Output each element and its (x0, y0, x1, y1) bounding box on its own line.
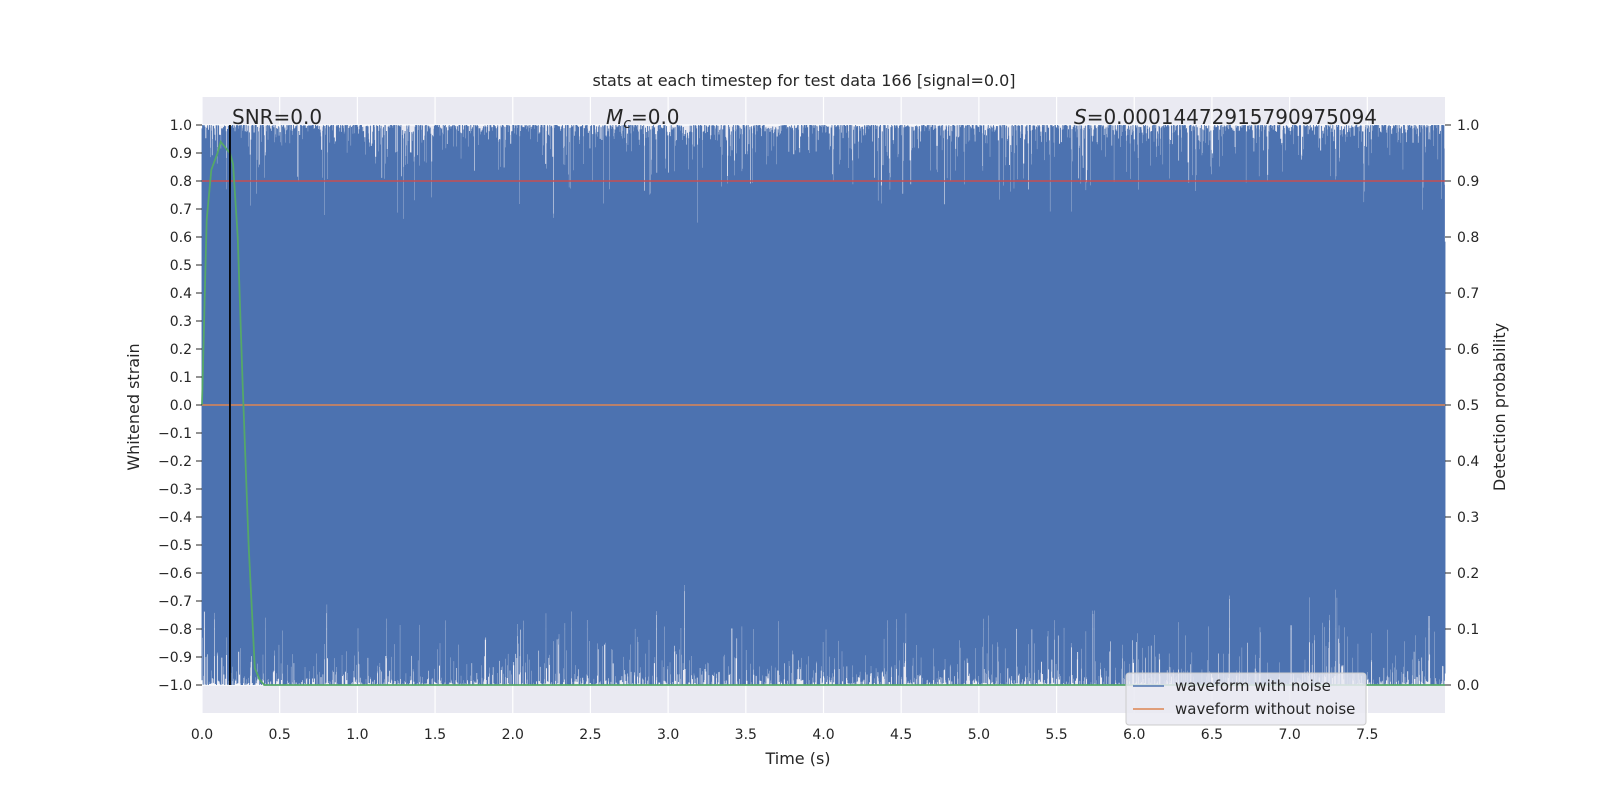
y-right-tick-label: 0.8 (1457, 230, 1479, 246)
x-tick-label: 7.0 (1278, 727, 1300, 743)
y-right-tick-label: 0.4 (1457, 454, 1479, 470)
x-tick-label: 0.0 (191, 727, 213, 743)
x-axis-ticks: 0.0 0.5 1.0 1.5 2.0 2.5 3.0 3.5 4.0 4.5 5.0 5.5 6.0 6… (191, 727, 1379, 743)
y-left-tick-label: −0.2 (158, 454, 192, 470)
y-left-tick-label: −0.4 (158, 510, 192, 526)
x-axis-title: Time (s) (764, 749, 830, 768)
x-tick-label: 3.5 (735, 727, 757, 743)
y-axis-right-title: Detection probability (1490, 323, 1509, 491)
mc-value: =0.0 (631, 105, 680, 129)
y-left-tick-label: 0.9 (170, 146, 192, 162)
legend-box (1125, 672, 1367, 726)
y-right-tick-label: 0.7 (1457, 286, 1479, 302)
series-lines (201, 125, 1445, 686)
y-right-tick-label: 0.2 (1457, 566, 1479, 582)
x-tick-label: 7.5 (1356, 727, 1378, 743)
y-right-tick-label: 0.5 (1457, 398, 1479, 414)
x-tick-label: 2.5 (579, 727, 601, 743)
x-tick-label: 6.5 (1201, 727, 1223, 743)
x-tick-label: 5.0 (968, 727, 990, 743)
y-left-tick-label: 0.7 (170, 202, 192, 218)
x-tick-label: 4.0 (812, 727, 834, 743)
y-left-tick-label: 1.0 (170, 118, 192, 134)
y-right-tick-label: 1.0 (1457, 118, 1479, 134)
y-left-tick-label: −0.8 (158, 622, 192, 638)
y-left-tick-label: 0.2 (170, 342, 192, 358)
detection-probability-line (201, 139, 1445, 686)
mc-subscript: c (623, 116, 631, 132)
y-left-tick-label: 0.6 (170, 230, 192, 246)
y-left-tick-label: −1.0 (158, 678, 192, 694)
y-left-tick-label: −0.1 (158, 426, 192, 442)
x-tick-label: 2.0 (502, 727, 524, 743)
y-axis-right-ticks: 1.0 0.9 0.8 0.7 0.6 0.5 0.4 0.3 0.2 0.1 0.0 (1445, 118, 1479, 694)
s-value: =0.00014472915790975094 (1087, 105, 1377, 129)
y-left-tick-label: 0.8 (170, 174, 192, 190)
x-tick-label: 6.0 (1123, 727, 1145, 743)
x-tick-label: 1.0 (346, 727, 368, 743)
chart-title: stats at each timestep for test data 166… (592, 71, 1015, 90)
mc-symbol: M (606, 105, 623, 129)
y-right-tick-label: 0.0 (1457, 678, 1479, 694)
y-axis-left-ticks: 1.0 0.9 0.8 0.7 0.6 0.5 0.4 0.3 0.2 0.1 0.0 −0.1 −0.… (158, 118, 202, 694)
y-left-tick-label: −0.9 (158, 650, 192, 666)
y-right-tick-label: 0.3 (1457, 510, 1479, 526)
y-left-tick-label: 0.3 (170, 314, 192, 330)
y-right-tick-label: 0.6 (1457, 342, 1479, 358)
x-tick-label: 0.5 (269, 727, 291, 743)
y-left-tick-label: 0.0 (170, 398, 192, 414)
y-left-tick-label: 0.5 (170, 258, 192, 274)
y-right-tick-label: 0.9 (1457, 174, 1479, 190)
y-left-tick-label: −0.6 (158, 566, 192, 582)
x-tick-label: 1.5 (424, 727, 446, 743)
y-axis-left-title: Whitened strain (124, 343, 143, 470)
legend-label-waveform-with-noise: waveform with noise (1175, 677, 1331, 695)
snr-annotation: SNR=0.0 (232, 105, 322, 129)
x-tick-label: 5.5 (1045, 727, 1067, 743)
s-symbol: S (1074, 105, 1087, 129)
y-left-tick-label: 0.4 (170, 286, 192, 302)
y-right-tick-label: 0.1 (1457, 622, 1479, 638)
y-left-tick-label: 0.1 (170, 370, 192, 386)
y-left-tick-label: −0.7 (158, 594, 192, 610)
legend-label-waveform-without-noise: waveform without noise (1175, 700, 1355, 718)
x-tick-label: 3.0 (657, 727, 679, 743)
y-left-tick-label: −0.5 (158, 538, 192, 554)
s-annotation: S=0.00014472915790975094 (1074, 105, 1377, 129)
y-left-tick-label: −0.3 (158, 482, 192, 498)
x-tick-label: 4.5 (890, 727, 912, 743)
legend: waveform with noise waveform without noi… (1125, 672, 1367, 726)
mc-annotation: Mc=0.0 (606, 105, 680, 132)
